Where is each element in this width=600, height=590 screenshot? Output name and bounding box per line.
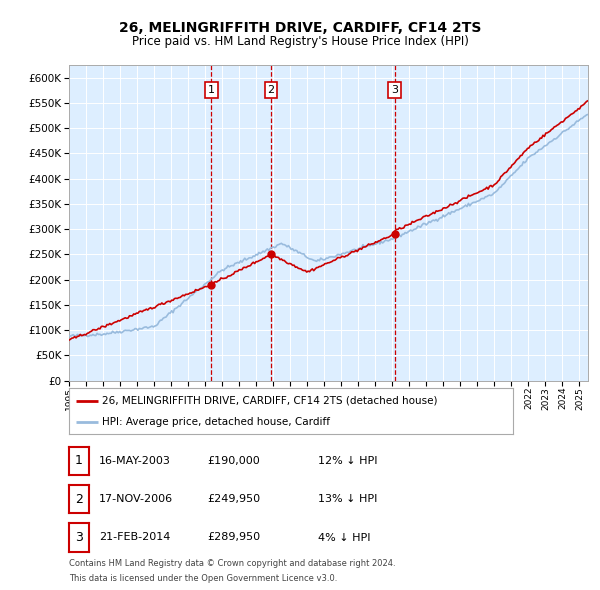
Text: 21-FEB-2014: 21-FEB-2014 [99,533,170,542]
Text: 2: 2 [268,85,275,95]
Text: Contains HM Land Registry data © Crown copyright and database right 2024.: Contains HM Land Registry data © Crown c… [69,559,395,568]
Text: 1: 1 [208,85,215,95]
Text: £289,950: £289,950 [207,533,260,542]
Text: 2: 2 [75,493,83,506]
Text: 26, MELINGRIFFITH DRIVE, CARDIFF, CF14 2TS (detached house): 26, MELINGRIFFITH DRIVE, CARDIFF, CF14 2… [102,395,438,405]
Text: 13% ↓ HPI: 13% ↓ HPI [318,494,377,504]
Text: This data is licensed under the Open Government Licence v3.0.: This data is licensed under the Open Gov… [69,574,337,583]
Text: 16-MAY-2003: 16-MAY-2003 [99,456,171,466]
Text: 3: 3 [75,531,83,544]
Text: 4% ↓ HPI: 4% ↓ HPI [318,533,371,542]
Text: 26, MELINGRIFFITH DRIVE, CARDIFF, CF14 2TS: 26, MELINGRIFFITH DRIVE, CARDIFF, CF14 2… [119,21,481,35]
Text: Price paid vs. HM Land Registry's House Price Index (HPI): Price paid vs. HM Land Registry's House … [131,35,469,48]
Text: 12% ↓ HPI: 12% ↓ HPI [318,456,377,466]
Text: 3: 3 [391,85,398,95]
Text: £249,950: £249,950 [207,494,260,504]
Text: 17-NOV-2006: 17-NOV-2006 [99,494,173,504]
Text: HPI: Average price, detached house, Cardiff: HPI: Average price, detached house, Card… [102,417,331,427]
Text: £190,000: £190,000 [207,456,260,466]
Text: 1: 1 [75,454,83,467]
